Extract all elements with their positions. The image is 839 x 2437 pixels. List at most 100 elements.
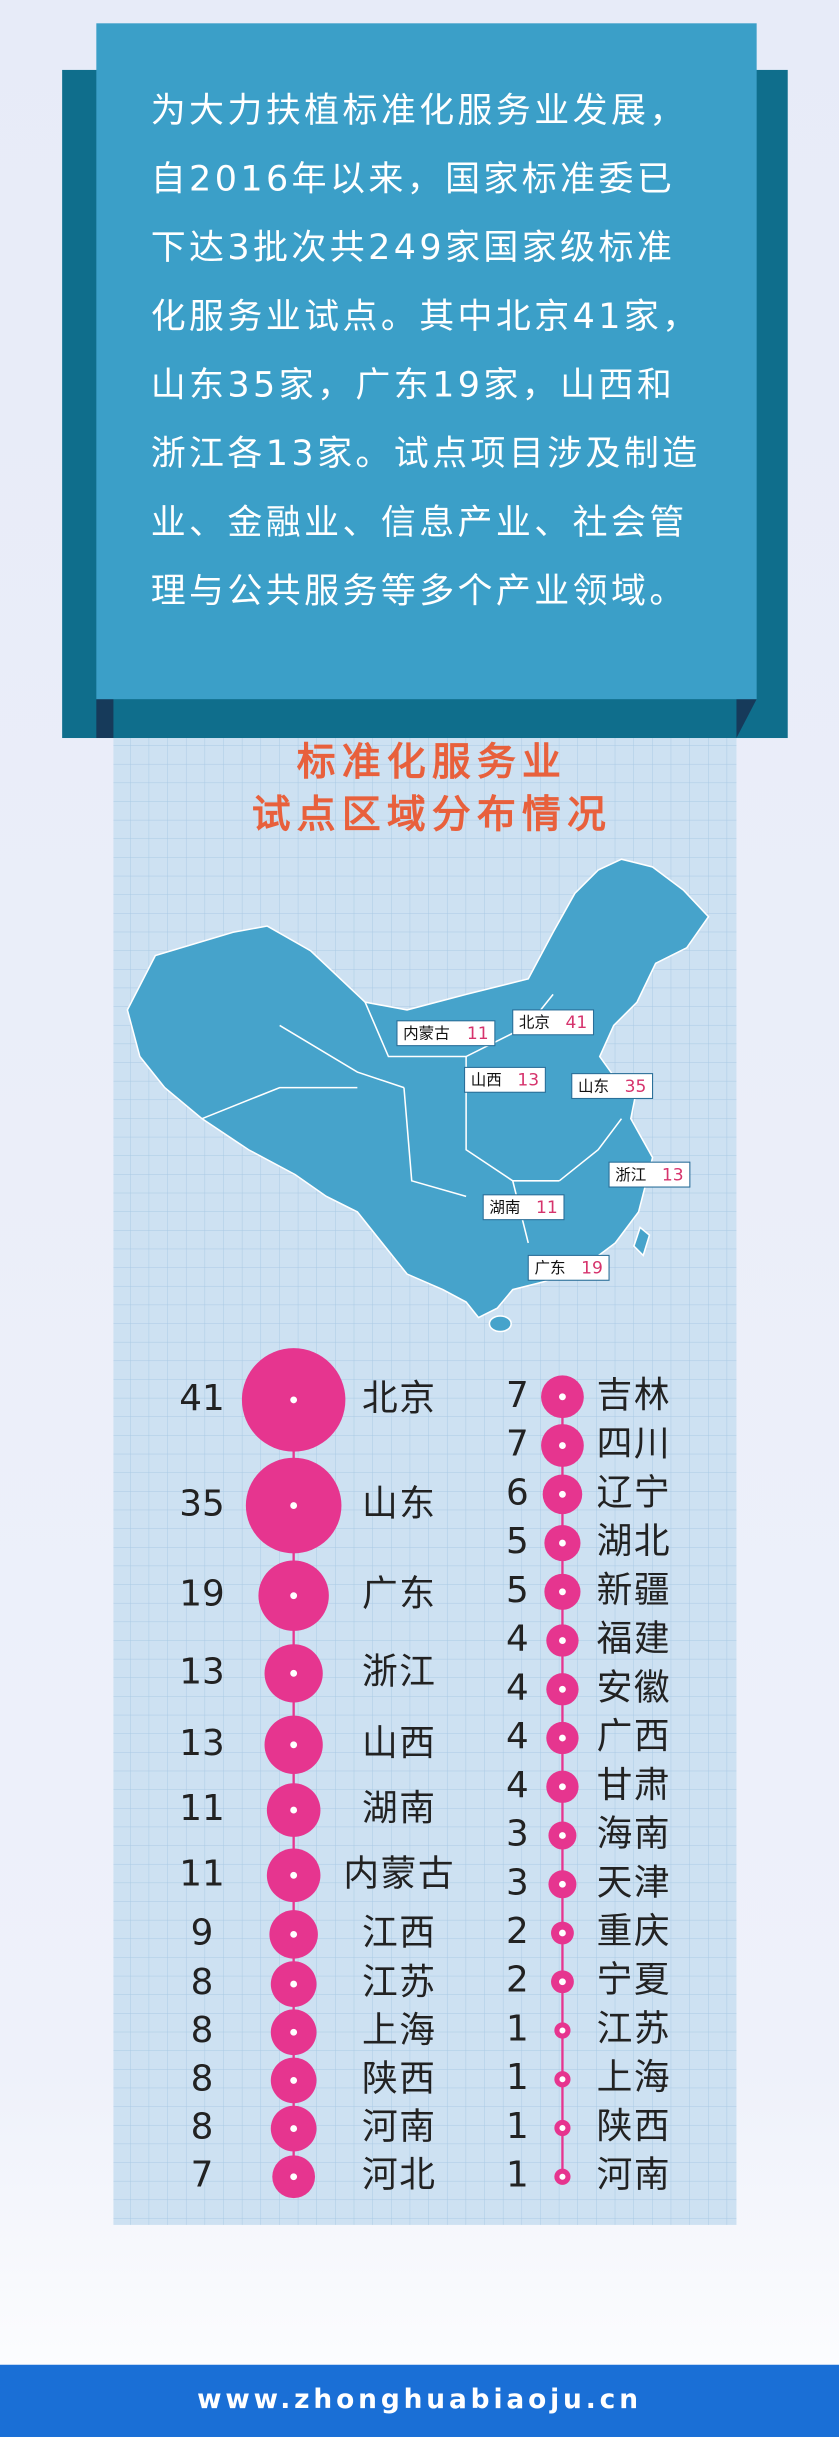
value-label: 8	[191, 1962, 214, 2003]
bubble-core	[557, 1392, 568, 1402]
value-label: 6	[506, 1472, 529, 1513]
intro-line: 自2016年以来，国家标准委已	[151, 160, 676, 200]
value-label: 1	[506, 2009, 529, 2050]
category-label: 陕西	[597, 2106, 672, 2147]
category-label: 吉林	[597, 1375, 672, 1416]
map-label-name: 内蒙古	[403, 1024, 450, 1042]
bubble-core	[557, 1587, 568, 1597]
map-label-box	[482, 1194, 565, 1221]
bubble-core	[288, 1870, 299, 1880]
bubble-core	[557, 1489, 568, 1499]
category-label: 海南	[597, 1814, 672, 1855]
value-label: 1	[506, 2155, 529, 2196]
category-label: 重庆	[597, 1911, 672, 1952]
category-label: 福建	[597, 1619, 672, 1660]
bubble-core	[288, 1668, 299, 1679]
value-label: 13	[179, 1651, 224, 1692]
map-label-name: 湖南	[489, 1199, 520, 1217]
map-label-value: 41	[566, 1013, 588, 1033]
bubble-core	[288, 1805, 299, 1815]
map-label-box	[571, 1073, 654, 1100]
value-label: 1	[506, 2057, 529, 2098]
value-label: 9	[191, 1912, 214, 1953]
category-label: 宁夏	[597, 1960, 672, 2001]
map-label-value: 11	[536, 1198, 558, 1218]
map-label-box	[527, 1254, 610, 1281]
category-label: 山东	[362, 1484, 437, 1525]
bubble-core	[288, 2123, 299, 2134]
intro-line: 山东35家，广东19家，山西和	[151, 366, 676, 406]
bubble-core	[558, 2074, 567, 2084]
bubble-core	[557, 1977, 568, 1987]
bubble-core	[288, 2172, 299, 2182]
category-label: 江西	[362, 1912, 437, 1953]
chart-title: 标准化服务业	[297, 740, 567, 785]
category-label: 天津	[597, 1862, 672, 1903]
bubble-core	[557, 1830, 568, 1841]
map-label-name: 北京	[519, 1014, 550, 1032]
value-label: 4	[506, 1667, 529, 1708]
footer-url: www.zhonghuabiaoju.cn	[197, 2384, 642, 2415]
value-label: 3	[506, 1862, 529, 1903]
intro-box	[96, 23, 757, 700]
value-label: 7	[506, 1375, 529, 1416]
bubble-core	[558, 2123, 567, 2133]
taiwan	[633, 1226, 651, 1257]
intro-line: 理与公共服务等多个产业领域。	[151, 572, 688, 612]
category-label: 河南	[597, 2155, 672, 2196]
intro-line: 下达3批次共249家国家级标准	[151, 228, 676, 268]
category-label: 安徽	[597, 1667, 672, 1708]
intro-line: 业、金融业、信息产业、社会管	[151, 503, 688, 543]
intro-line: 为大力扶植标准化服务业发展，	[151, 91, 688, 131]
value-label: 4	[506, 1619, 529, 1660]
map-label-box	[464, 1066, 546, 1093]
map-label-name: 山西	[471, 1071, 502, 1089]
bubble-core	[558, 2026, 567, 2035]
value-label: 7	[506, 1424, 529, 1465]
value-label: 5	[506, 1521, 529, 1562]
bubble-core	[288, 1395, 299, 1405]
intro-line: 化服务业试点。其中北京41家，	[151, 297, 701, 337]
hainan	[488, 1315, 512, 1333]
value-label: 11	[179, 1853, 224, 1894]
value-label: 4	[506, 1765, 529, 1806]
bubble-core	[288, 1740, 299, 1750]
category-label: 四川	[597, 1424, 672, 1465]
category-label: 辽宁	[597, 1472, 672, 1513]
category-label: 北京	[362, 1378, 437, 1419]
fold	[96, 699, 114, 739]
bubble-core	[557, 1684, 568, 1694]
category-label: 甘肃	[597, 1765, 672, 1806]
value-label: 2	[506, 1960, 529, 2001]
category-label: 上海	[362, 2010, 437, 2051]
value-label: 8	[191, 2010, 214, 2051]
category-label: 江苏	[362, 1962, 437, 2003]
category-label: 内蒙古	[343, 1853, 455, 1894]
value-label: 41	[179, 1378, 224, 1419]
bubble-core	[288, 2075, 299, 2086]
value-label: 8	[191, 2107, 214, 2148]
category-label: 陕西	[362, 2058, 437, 2099]
bubble-core	[288, 1500, 299, 1511]
bubble-core	[557, 1879, 568, 1889]
value-label: 13	[179, 1723, 224, 1764]
map-label-name: 广东	[534, 1259, 565, 1277]
category-label: 新疆	[597, 1570, 672, 1611]
category-label: 浙江	[362, 1651, 437, 1692]
bubble-core	[288, 1979, 299, 1989]
bubble-core	[288, 1591, 299, 1601]
value-label: 8	[191, 2058, 214, 2099]
category-label: 上海	[597, 2057, 672, 2098]
map-label-value: 11	[467, 1024, 489, 1044]
bubble-core	[288, 2027, 299, 2037]
chart-subtitle: 试点区域分布情况	[252, 793, 612, 838]
bubble-core	[288, 1929, 299, 1940]
value-label: 35	[179, 1484, 224, 1525]
bubble-core	[558, 2172, 567, 2182]
map-label-value: 13	[662, 1165, 684, 1185]
value-label: 5	[506, 1570, 529, 1611]
value-label: 1	[506, 2106, 529, 2147]
category-label: 河北	[362, 2155, 437, 2196]
